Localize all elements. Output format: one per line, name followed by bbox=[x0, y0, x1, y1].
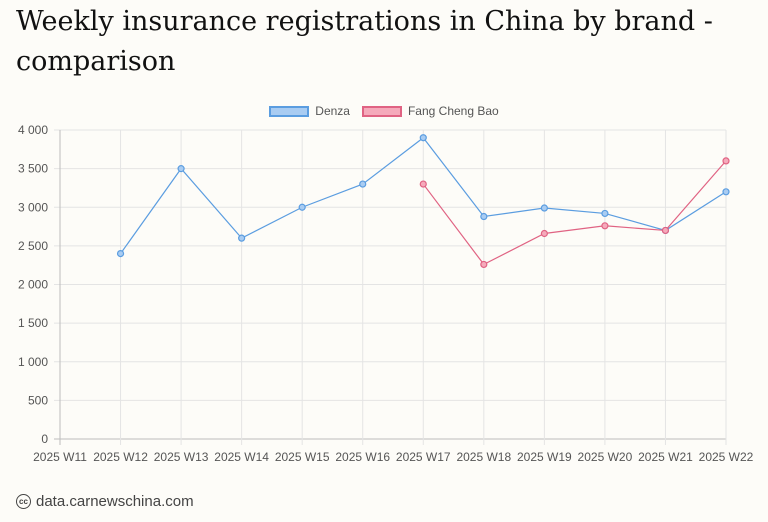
legend-item-fang-cheng-bao[interactable]: Fang Cheng Bao bbox=[361, 104, 499, 118]
chart-legend: Denza Fang Cheng Bao bbox=[0, 104, 768, 118]
x-tick-label: 2025 W17 bbox=[396, 450, 451, 464]
data-point-denza[interactable] bbox=[722, 188, 730, 196]
data-point-fang-cheng-bao[interactable] bbox=[661, 226, 670, 235]
y-tick-label: 2 000 bbox=[18, 278, 48, 292]
data-point-fang-cheng-bao[interactable] bbox=[419, 180, 427, 188]
data-point-denza[interactable] bbox=[116, 250, 125, 258]
y-tick-label: 500 bbox=[28, 393, 48, 407]
data-point-denza[interactable] bbox=[419, 134, 427, 142]
legend-label-fang-cheng-bao: Fang Cheng Bao bbox=[407, 104, 499, 118]
x-tick-label: 2025 W20 bbox=[578, 450, 633, 464]
legend-swatch-denza bbox=[269, 105, 310, 117]
x-tick-label: 2025 W13 bbox=[154, 450, 209, 464]
data-point-fang-cheng-bao[interactable] bbox=[540, 229, 548, 238]
x-tick-label: 2025 W19 bbox=[517, 450, 572, 464]
data-point-denza[interactable] bbox=[480, 212, 488, 221]
legend-label-denza: Denza bbox=[315, 104, 350, 118]
legend-swatch-fang-cheng-bao bbox=[361, 105, 402, 117]
data-point-fang-cheng-bao[interactable] bbox=[480, 260, 488, 269]
x-tick-label: 2025 W11 bbox=[33, 450, 87, 464]
footer-source[interactable]: data.carnewschina.com bbox=[36, 493, 194, 510]
data-point-denza[interactable] bbox=[359, 180, 367, 188]
creative-commons-icon: cc bbox=[16, 494, 31, 509]
y-tick-label: 1 500 bbox=[18, 316, 48, 330]
chart-title: Weekly insurance registrations in China … bbox=[16, 6, 713, 77]
x-tick-label: 2025 W14 bbox=[214, 450, 269, 464]
y-tick-label: 2 500 bbox=[18, 239, 48, 253]
data-point-denza[interactable] bbox=[238, 234, 246, 242]
legend-item-denza[interactable]: Denza bbox=[269, 104, 350, 118]
y-tick-label: 3 000 bbox=[18, 200, 48, 214]
footer: cc data.carnewschina.com bbox=[16, 493, 194, 510]
x-tick-label: 2025 W15 bbox=[275, 450, 330, 464]
y-tick-label: 4 000 bbox=[18, 123, 48, 137]
x-tick-label: 2025 W22 bbox=[699, 450, 754, 464]
x-tick-label: 2025 W12 bbox=[93, 450, 148, 464]
x-tick-label: 2025 W18 bbox=[456, 450, 511, 464]
data-point-denza[interactable] bbox=[298, 203, 306, 211]
y-tick-label: 0 bbox=[41, 432, 48, 446]
data-point-denza[interactable] bbox=[177, 165, 185, 173]
data-point-denza[interactable] bbox=[601, 209, 609, 218]
data-point-fang-cheng-bao[interactable] bbox=[722, 157, 730, 165]
y-tick-label: 1 000 bbox=[18, 355, 48, 369]
y-tick-label: 3 500 bbox=[18, 162, 48, 176]
x-tick-label: 2025 W21 bbox=[638, 450, 693, 464]
series-line-fang-cheng-bao bbox=[422, 160, 727, 266]
data-point-fang-cheng-bao[interactable] bbox=[601, 222, 609, 230]
x-tick-label: 2025 W16 bbox=[335, 450, 390, 464]
data-point-denza[interactable] bbox=[540, 204, 548, 212]
